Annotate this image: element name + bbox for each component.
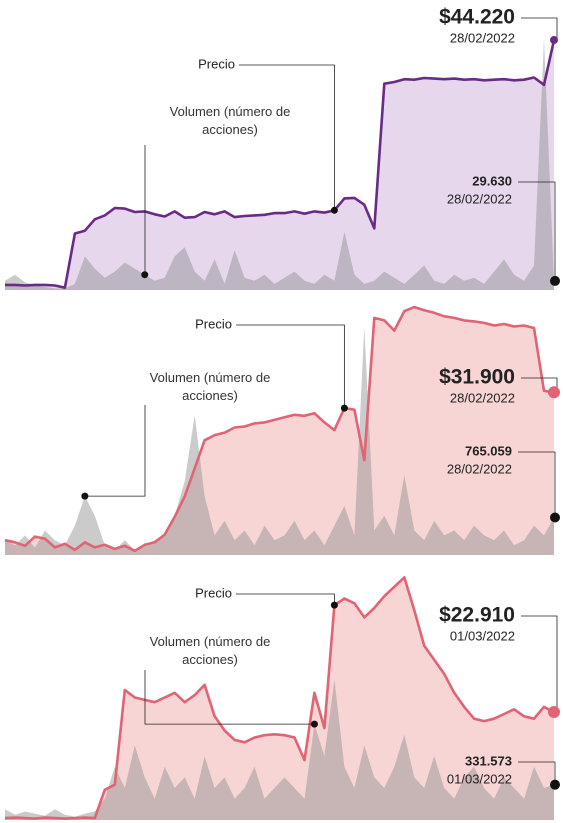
volume-end-dot [550,512,560,523]
price-area [5,40,554,290]
legend-price-leader [236,593,335,606]
price-end-dot [548,706,560,719]
legend-price: Precio [195,585,232,600]
price-line [4,305,555,553]
legend-volume: Volumen (número de acciones) [149,370,271,403]
legend-price-dot [330,601,338,609]
volume-label: 331.573 [465,753,512,768]
price-label: $44.220 [439,6,515,29]
volume-date: 01/03/2022 [447,771,512,786]
price-area [5,577,554,820]
volume-date: 28/02/2022 [447,191,512,206]
price-date: 28/02/2022 [450,30,515,45]
volume-leader [518,761,556,785]
legend-volume-leader [84,405,146,497]
legend-price-dot [340,404,348,412]
legend-price-leader [239,64,335,211]
legend-volume-dot [81,492,89,500]
legend-price-dot [330,206,338,214]
volume-date: 28/02/2022 [447,461,512,476]
legend-price-leader [236,324,345,409]
volume-end-dot [550,779,560,790]
legend-price: Precio [198,56,235,71]
volume-area [5,679,554,820]
legend-price: Precio [195,316,232,331]
price-date: 28/02/2022 [450,390,515,405]
price-area [5,307,554,555]
legend-volume: Volumen (número de acciones) [169,104,291,137]
legend-volume-dot [310,720,318,728]
price-line [5,39,556,289]
price-end-dot [548,386,560,399]
price-label: $31.900 [439,366,515,389]
price-label: $22.910 [439,604,515,627]
legend-volume: Volumen (número de acciones) [149,634,271,667]
legend-volume-dot [141,271,149,279]
price-end-dot [550,36,558,45]
volume-label: 765.059 [465,443,512,458]
price-line [4,576,555,820]
volume-end-dot [550,275,560,286]
volume-leader [518,181,556,281]
price-leader [521,17,558,41]
legend-volume-leader [144,670,315,725]
price-date: 01/03/2022 [450,628,515,643]
price-leader [521,615,558,713]
volume-label: 29.630 [472,173,512,188]
volume-leader [518,451,556,518]
